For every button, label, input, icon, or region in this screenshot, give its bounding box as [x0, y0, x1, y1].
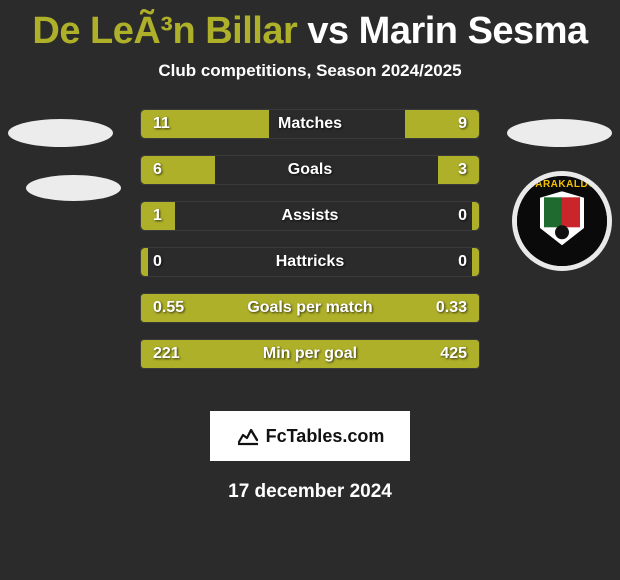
stat-label: Min per goal — [141, 340, 479, 368]
stat-label: Matches — [141, 110, 479, 138]
stat-row: 63Goals — [140, 155, 480, 185]
stat-row: 00Hattricks — [140, 247, 480, 277]
fctables-logo-icon — [236, 424, 260, 448]
stat-label: Hattricks — [141, 248, 479, 276]
comparison-bars: 119Matches 63Goals 10Assists 00Hattricks 0.5… — [140, 109, 480, 385]
player2-badge-area: BARAKALDO — [507, 119, 612, 271]
watermark-badge: FcTables.com — [210, 411, 410, 461]
stat-row: 221425Min per goal — [140, 339, 480, 369]
player1-badge-area — [8, 119, 121, 201]
placeholder-club-icon — [26, 175, 121, 201]
stat-row: 10Assists — [140, 201, 480, 231]
club-crest-icon: BARAKALDO — [512, 171, 612, 271]
stats-area: BARAKALDO 119Matches 63Goals 10Assists 00Ha… — [0, 109, 620, 409]
placeholder-badge-icon — [8, 119, 113, 147]
stat-label: Goals — [141, 156, 479, 184]
stat-row: 0.550.33Goals per match — [140, 293, 480, 323]
stat-label: Goals per match — [141, 294, 479, 322]
page-title: De LeÃ³n Billar vs Marin Sesma — [0, 0, 620, 53]
subtitle: Club competitions, Season 2024/2025 — [0, 61, 620, 81]
title-vs: vs — [307, 10, 348, 52]
placeholder-badge-icon — [507, 119, 612, 147]
watermark-text: FcTables.com — [266, 426, 385, 447]
date-text: 17 december 2024 — [0, 481, 620, 503]
stat-label: Assists — [141, 202, 479, 230]
title-player2: Marin Sesma — [359, 10, 588, 52]
title-player1: De LeÃ³n Billar — [32, 10, 297, 52]
club-crest-label: BARAKALDO — [517, 179, 607, 190]
stat-row: 119Matches — [140, 109, 480, 139]
